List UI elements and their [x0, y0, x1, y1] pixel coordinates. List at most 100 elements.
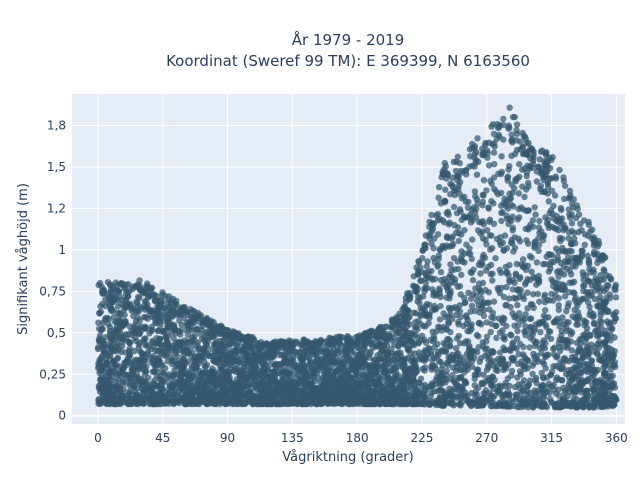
data-point — [522, 328, 529, 335]
data-point — [170, 321, 178, 329]
data-point — [516, 288, 523, 295]
data-point — [468, 389, 475, 397]
data-point — [555, 273, 562, 280]
data-point — [581, 282, 588, 289]
data-point — [448, 393, 456, 400]
data-point — [532, 211, 539, 218]
data-point — [590, 320, 598, 328]
data-point — [428, 267, 435, 275]
data-point — [157, 390, 165, 397]
data-point — [525, 240, 532, 247]
data-point — [453, 335, 461, 342]
data-point — [436, 316, 444, 323]
data-point — [124, 293, 132, 300]
data-point — [483, 345, 491, 352]
data-point — [588, 226, 596, 233]
data-point — [369, 371, 376, 379]
data-point — [175, 338, 182, 346]
data-point — [569, 262, 576, 270]
data-point — [447, 261, 454, 268]
data-point — [395, 342, 402, 349]
data-point — [391, 399, 399, 406]
data-point — [482, 352, 489, 359]
data-point — [472, 214, 480, 221]
data-point — [511, 322, 518, 329]
data-point — [482, 286, 489, 294]
data-point — [104, 314, 111, 322]
data-point — [208, 368, 215, 375]
data-point — [540, 232, 548, 239]
data-point — [313, 386, 320, 393]
data-point — [426, 301, 433, 308]
data-point — [565, 258, 572, 265]
data-point — [503, 197, 510, 204]
data-point — [406, 321, 413, 328]
data-point — [536, 298, 543, 305]
data-point — [215, 347, 223, 354]
data-point — [524, 383, 531, 390]
data-point — [114, 354, 122, 362]
data-point — [504, 375, 512, 382]
data-point — [445, 211, 452, 218]
data-point — [122, 303, 130, 310]
data-point — [531, 354, 538, 361]
data-point — [483, 187, 490, 194]
data-point — [505, 392, 513, 399]
data-point — [541, 188, 548, 195]
data-point — [512, 270, 520, 277]
data-point — [601, 287, 608, 295]
data-point — [467, 219, 475, 226]
data-point — [219, 342, 227, 349]
data-point — [469, 276, 477, 284]
data-point — [516, 275, 523, 282]
data-point — [367, 348, 374, 356]
data-point — [395, 391, 402, 398]
data-point — [596, 331, 603, 338]
data-point — [102, 302, 109, 310]
data-point — [507, 303, 514, 311]
data-point — [110, 347, 118, 354]
data-point — [516, 340, 524, 347]
data-point — [464, 327, 471, 335]
data-point — [458, 216, 465, 224]
data-point — [550, 345, 557, 352]
data-point — [442, 186, 449, 193]
data-point — [436, 285, 443, 292]
data-point — [339, 365, 347, 373]
data-point — [134, 374, 141, 381]
data-point — [421, 390, 428, 397]
data-point — [519, 317, 526, 325]
data-point — [422, 395, 429, 403]
data-point — [104, 351, 112, 358]
data-point — [237, 366, 244, 374]
data-point — [508, 332, 515, 339]
data-point — [225, 388, 232, 395]
data-point — [516, 161, 523, 168]
data-point — [177, 367, 185, 374]
data-point — [158, 362, 165, 369]
data-point — [449, 364, 457, 371]
data-point — [468, 357, 476, 365]
data-point — [505, 205, 512, 212]
data-point — [500, 366, 507, 374]
data-point — [557, 237, 564, 245]
data-point — [400, 340, 407, 347]
data-point — [351, 363, 358, 371]
data-point — [612, 309, 620, 316]
data-point — [516, 238, 524, 245]
data-point — [523, 207, 530, 215]
data-point — [116, 293, 123, 300]
data-point — [556, 344, 563, 351]
data-point — [411, 382, 418, 389]
data-point — [485, 364, 492, 371]
data-point — [479, 380, 486, 387]
data-point — [452, 167, 460, 175]
data-point — [506, 295, 513, 302]
data-point — [550, 351, 558, 358]
data-point — [519, 166, 526, 173]
data-point — [455, 374, 462, 381]
data-point — [160, 400, 168, 407]
data-point — [500, 293, 508, 301]
data-point — [148, 387, 155, 395]
